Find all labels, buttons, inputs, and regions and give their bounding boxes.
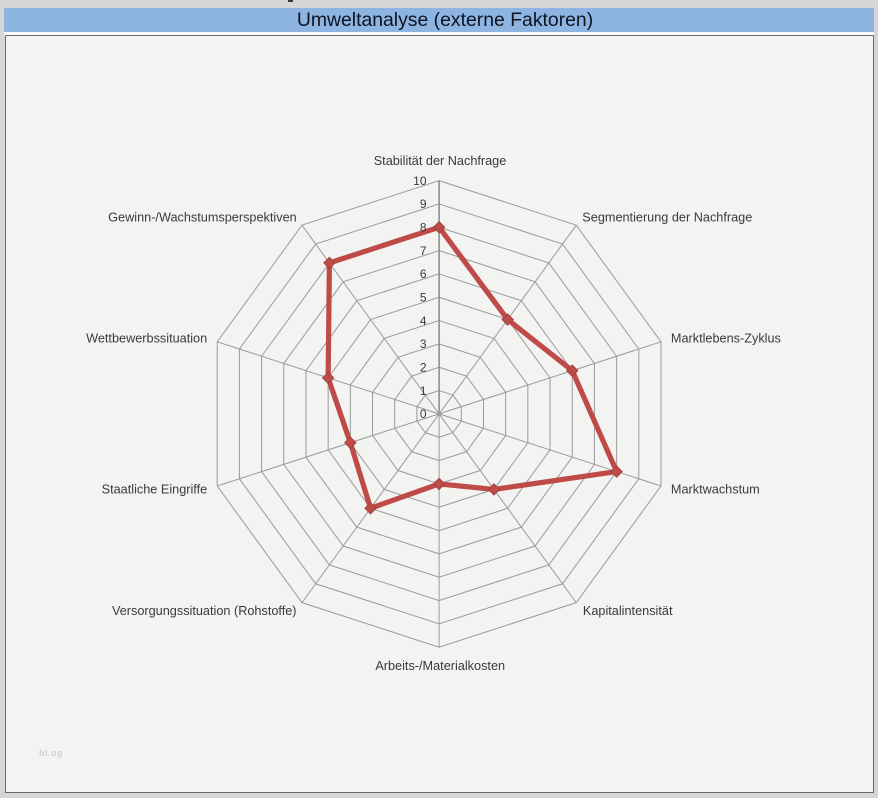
- svg-text:Kapitalintensität: Kapitalintensität: [583, 604, 673, 618]
- svg-text:Gewinn-/Wachstumsperspektiven: Gewinn-/Wachstumsperspektiven: [108, 210, 297, 224]
- svg-text:Staatliche Eingriffe: Staatliche Eingriffe: [102, 482, 208, 496]
- svg-text:6: 6: [420, 267, 427, 281]
- svg-text:9: 9: [420, 197, 427, 211]
- svg-text:5: 5: [420, 291, 427, 305]
- svg-text:3: 3: [420, 337, 427, 351]
- svg-text:7: 7: [420, 244, 427, 258]
- svg-text:1: 1: [420, 384, 427, 398]
- svg-text:Segmentierung der Nachfrage: Segmentierung der Nachfrage: [582, 210, 752, 224]
- svg-text:2: 2: [420, 361, 427, 375]
- svg-text:Marktlebens-Zyklus: Marktlebens-Zyklus: [671, 332, 781, 346]
- svg-text:Stabilität der Nachfrage: Stabilität der Nachfrage: [374, 154, 507, 168]
- svg-text:Marktwachstum: Marktwachstum: [671, 482, 760, 496]
- svg-text:8: 8: [420, 221, 427, 235]
- svg-text:Arbeits-/Materialkosten: Arbeits-/Materialkosten: [375, 659, 505, 673]
- svg-text:0: 0: [420, 407, 427, 421]
- svg-text:Versorgungssituation (Rohstoff: Versorgungssituation (Rohstoffe): [112, 604, 297, 618]
- svg-text:Wettbewerbssituation: Wettbewerbssituation: [86, 332, 207, 346]
- svg-text:4: 4: [420, 314, 427, 328]
- svg-text:10: 10: [413, 174, 427, 188]
